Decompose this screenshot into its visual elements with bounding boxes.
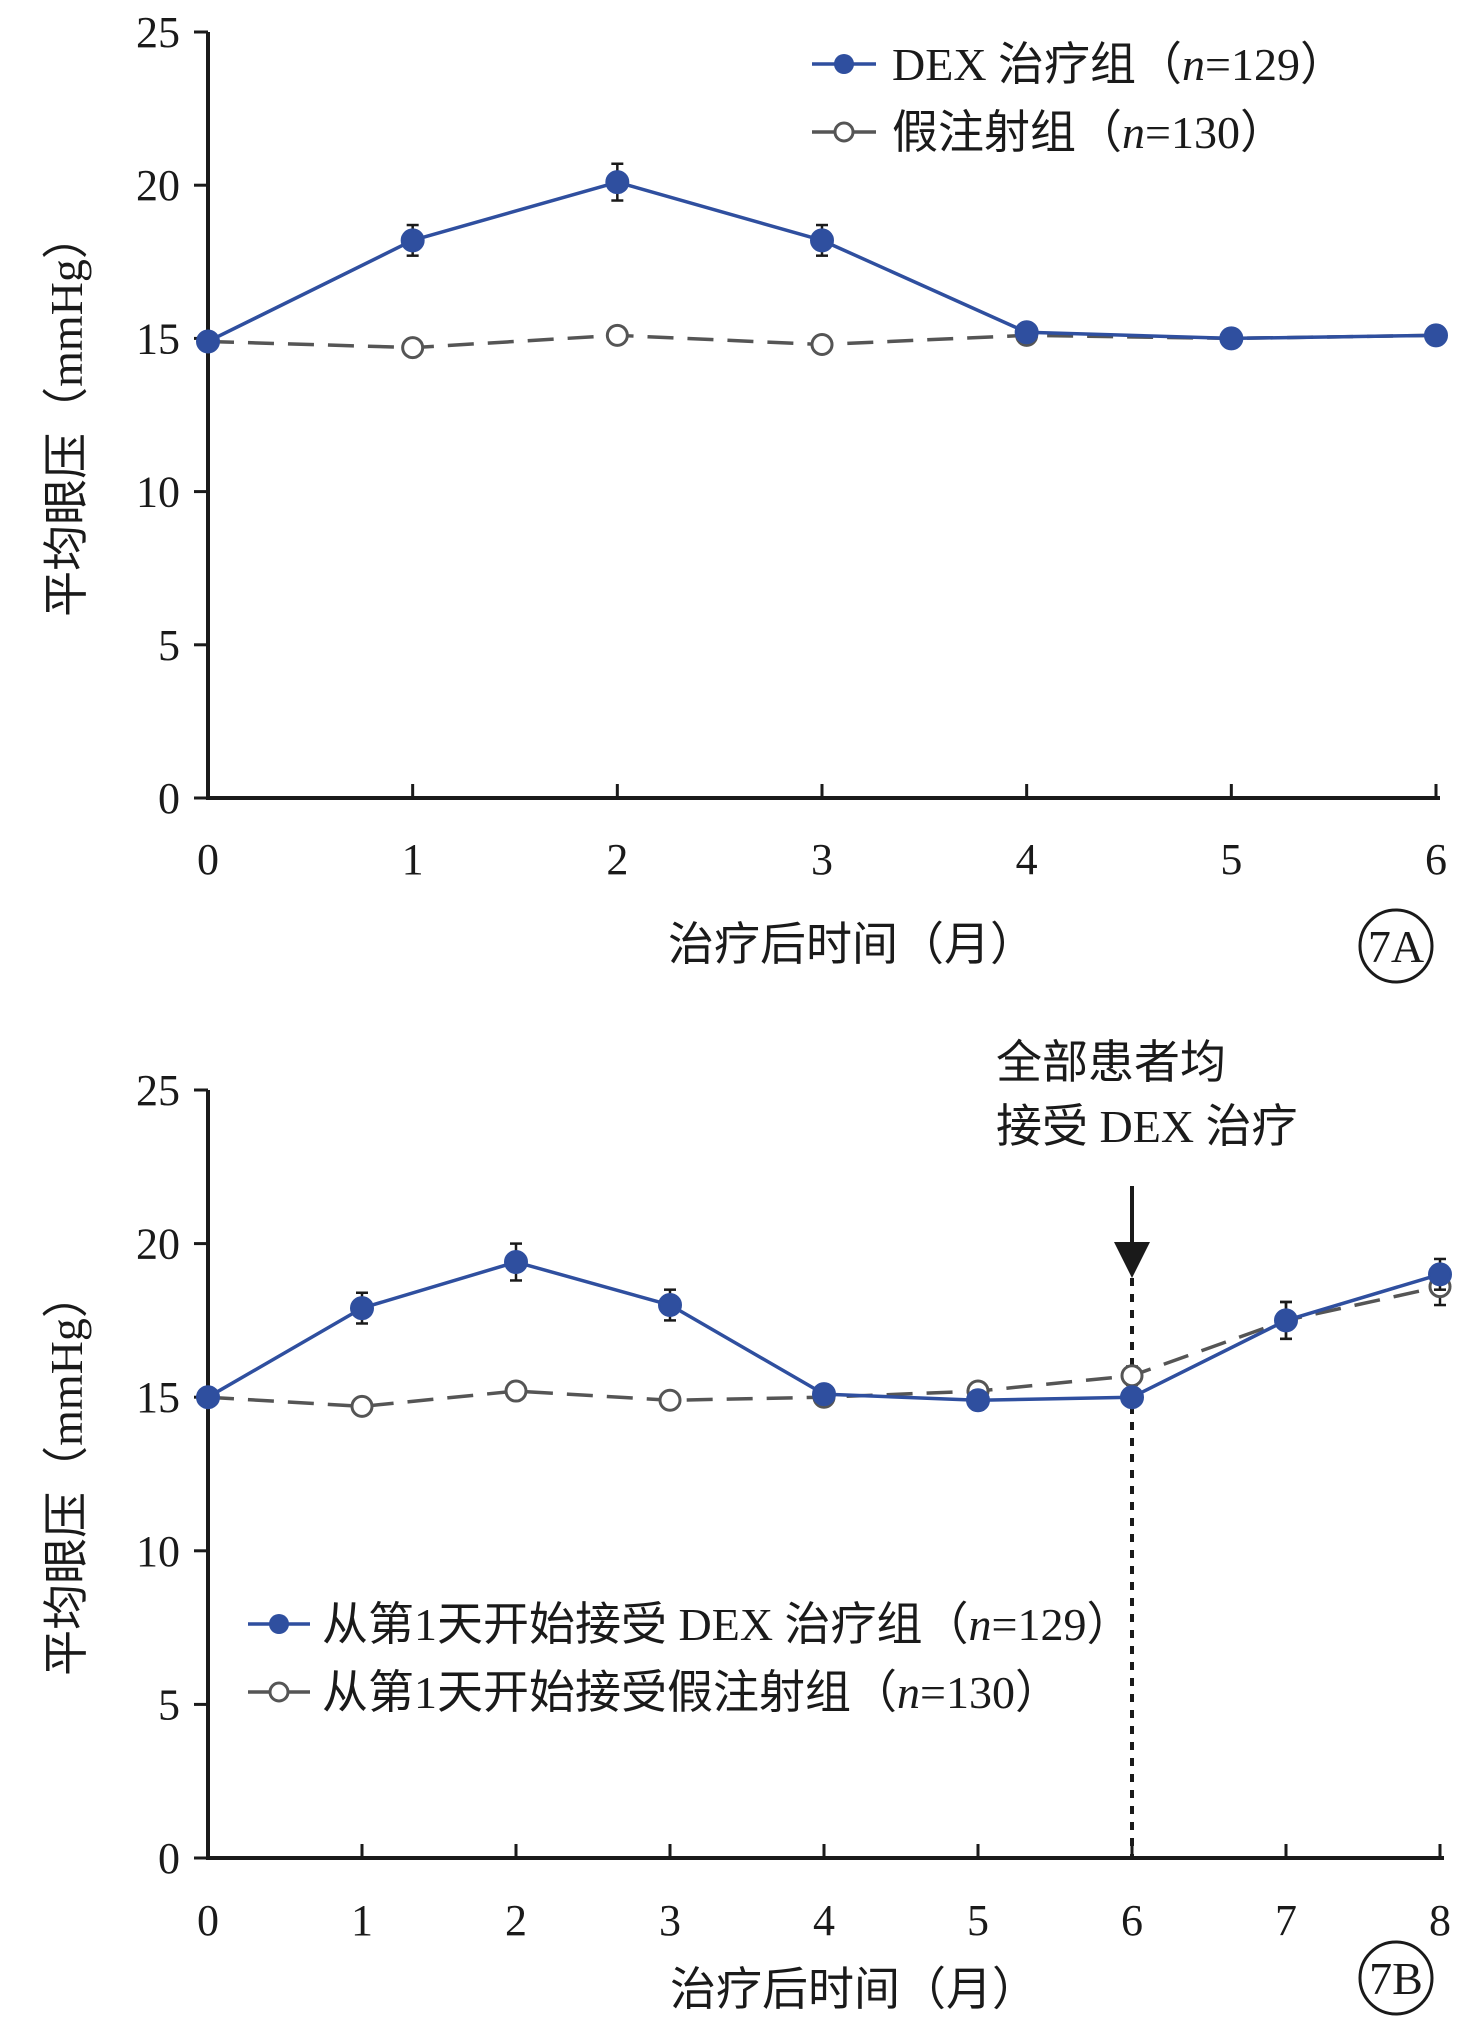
- x-tick-label: 2: [606, 835, 628, 884]
- y-axis-title: 平均眼压（mmHg）: [41, 213, 92, 617]
- x-tick-label: 5: [1220, 835, 1242, 884]
- data-point: [196, 329, 220, 354]
- series-dex: [196, 162, 1448, 354]
- data-point: [1274, 1308, 1298, 1333]
- x-tick-label: 1: [351, 1896, 373, 1945]
- annotation-text: 全部患者均: [996, 1037, 1226, 1088]
- panel-tag-label: 7A: [1368, 921, 1424, 972]
- legend-marker: [269, 1614, 289, 1634]
- chart-panel-7A: 0 5 10 15 20 25 0 1 2 3 4 5 6 治疗后时间（月） 平均眼压（mmHg） DEX 治…: [41, 8, 1448, 984]
- panel-tag-label: 7B: [1369, 1953, 1423, 2004]
- legend-marker: [268, 1681, 290, 1703]
- x-tick-label: 3: [659, 1896, 681, 1945]
- data-point: [1428, 1262, 1452, 1287]
- data-point: [196, 1385, 220, 1410]
- data-point: [658, 1293, 682, 1318]
- legend-label: DEX 治疗组（n=129）: [892, 39, 1346, 90]
- legend-label: 从第1天开始接受 DEX 治疗组（n=129）: [322, 1599, 1133, 1650]
- series-sham: [196, 323, 1448, 360]
- data-point: [1120, 1364, 1144, 1388]
- x-tick-label: 7: [1275, 1896, 1297, 1945]
- x-tick-label: 2: [505, 1896, 527, 1945]
- data-point: [401, 336, 425, 360]
- data-point: [350, 1394, 374, 1418]
- x-tick-label: 3: [811, 835, 833, 884]
- y-tick-label: 0: [158, 774, 180, 823]
- series-dex: [196, 1242, 1452, 1413]
- chart-panel-7B: 0 5 10 15 20 25 0 1 2 3 4 5 6 7 8 治疗后时间（月） 平均眼压（mmHg） 全部患…: [41, 1037, 1452, 2016]
- data-point: [1424, 323, 1448, 348]
- legend-entry: 从第1天开始接受假注射组（n=130）: [248, 1667, 1061, 1718]
- panel-tag-circle: [1358, 1940, 1434, 2016]
- data-point: [810, 228, 834, 253]
- legend-entry: DEX 治疗组（n=129）: [812, 39, 1346, 90]
- x-tick-label: 8: [1429, 1896, 1451, 1945]
- x-axis-title: 治疗后时间（月）: [670, 1964, 1038, 2015]
- y-tick-label: 5: [158, 1680, 180, 1729]
- x-axis-title: 治疗后时间（月）: [668, 919, 1036, 970]
- legend-label: 假注射组（n=130）: [892, 107, 1286, 158]
- legend-label: 从第1天开始接受假注射组（n=130）: [322, 1667, 1061, 1718]
- data-point: [504, 1379, 528, 1403]
- data-point: [1219, 326, 1244, 351]
- y-tick-label: 15: [136, 1373, 180, 1422]
- data-point: [810, 333, 834, 357]
- x-tick-label: 0: [197, 1896, 219, 1945]
- data-point: [400, 228, 425, 253]
- y-tick-label: 5: [158, 621, 180, 670]
- y-tick-label: 25: [136, 8, 180, 57]
- legend-entry: 假注射组（n=130）: [812, 107, 1286, 158]
- data-point: [966, 1388, 990, 1413]
- data-point: [812, 1382, 836, 1407]
- panel-tag-circle: [1358, 908, 1434, 984]
- x-tick-label: 5: [967, 1896, 989, 1945]
- x-tick-label: 4: [1016, 835, 1038, 884]
- y-tick-label: 20: [136, 161, 180, 210]
- legend-marker: [834, 54, 854, 74]
- annotation-arrow-head: [1114, 1242, 1150, 1278]
- series-line: [207, 180, 1437, 344]
- y-tick-label: 15: [136, 314, 180, 363]
- legend-entry: 从第1天开始接受 DEX 治疗组（n=129）: [248, 1599, 1133, 1650]
- x-tick-label: 6: [1425, 835, 1447, 884]
- y-tick-label: 25: [136, 1066, 180, 1115]
- y-tick-label: 20: [136, 1220, 180, 1269]
- data-point: [1120, 1385, 1144, 1410]
- x-tick-label: 6: [1121, 1896, 1143, 1945]
- x-tick-label: 0: [197, 835, 219, 884]
- y-axis-title: 平均眼压（mmHg）: [41, 1272, 92, 1676]
- x-tick-label: 1: [402, 835, 424, 884]
- data-point: [605, 170, 630, 195]
- y-tick-label: 10: [136, 468, 180, 517]
- legend-marker: [833, 121, 855, 143]
- annotation-text: 接受 DEX 治疗: [996, 1101, 1298, 1152]
- data-point: [658, 1388, 682, 1412]
- data-point: [504, 1250, 528, 1275]
- data-point: [605, 323, 629, 347]
- y-tick-label: 10: [136, 1527, 180, 1576]
- y-tick-label: 0: [158, 1834, 180, 1883]
- data-point: [1014, 320, 1039, 345]
- x-tick-label: 4: [813, 1896, 835, 1945]
- data-point: [350, 1296, 374, 1321]
